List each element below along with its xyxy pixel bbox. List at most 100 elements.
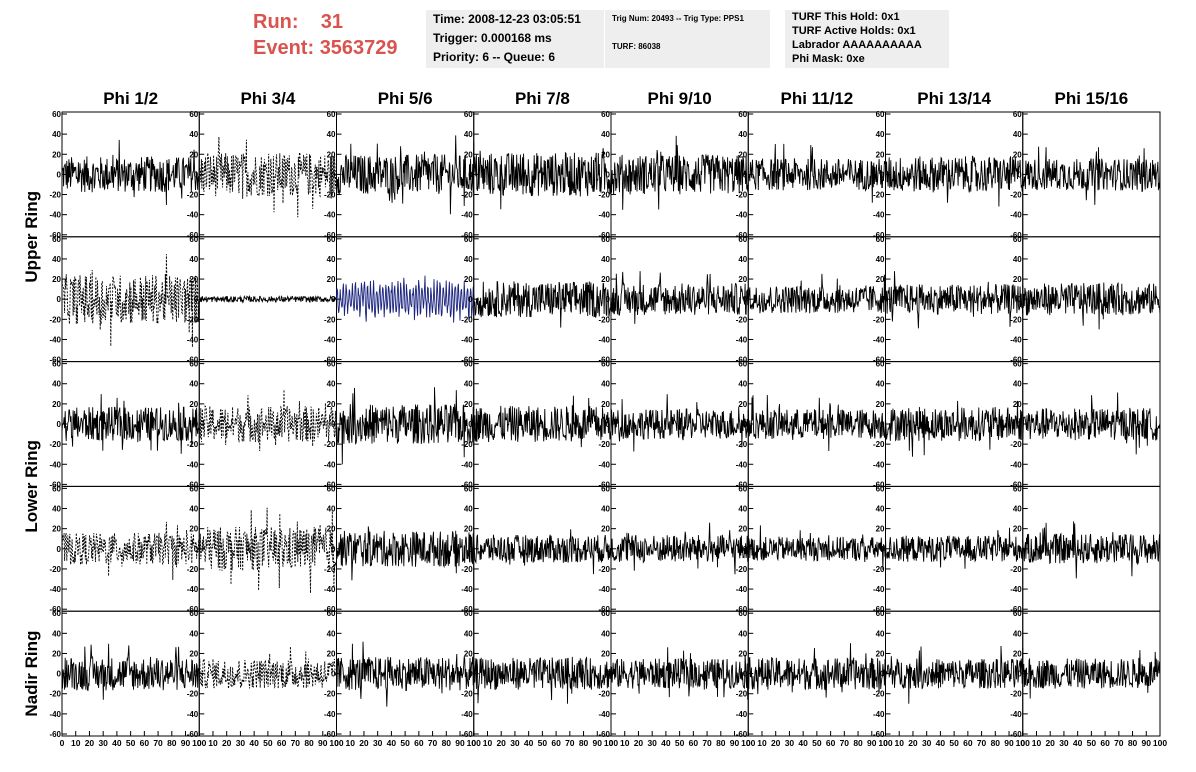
y-tick-label: -40 [187, 335, 199, 344]
x-tick-label: 10 [208, 738, 218, 748]
x-tick-label: 0 [883, 738, 888, 748]
y-tick-label: 0 [331, 420, 336, 429]
waveform-trace [1022, 281, 1161, 330]
y-tick-label: 60 [1013, 360, 1022, 369]
waveform-trace [885, 400, 1024, 457]
y-tick-label: 20 [1013, 649, 1022, 658]
y-tick-label: -20 [187, 315, 199, 324]
y-tick-label: -40 [598, 211, 610, 220]
y-tick-label: 0 [743, 545, 748, 554]
x-tick-label: 0 [609, 738, 614, 748]
waveform-trace [747, 643, 886, 698]
y-tick-label: 40 [738, 130, 747, 139]
y-tick-label: -20 [736, 315, 748, 324]
y-tick-label: 40 [601, 130, 610, 139]
y-tick-label: -20 [324, 315, 336, 324]
y-tick-label: 20 [738, 525, 747, 534]
y-tick-label: 0 [194, 420, 199, 429]
waveform-trace [610, 522, 749, 575]
y-tick-label: 20 [738, 275, 747, 284]
y-tick-label: 20 [738, 400, 747, 409]
y-tick-label: -60 [324, 231, 336, 240]
y-tick-label: 0 [743, 670, 748, 679]
y-tick-label: 60 [876, 609, 885, 618]
y-tick-label: -60 [461, 356, 473, 365]
y-tick-label: -20 [461, 690, 473, 699]
waveform-trace [473, 656, 612, 704]
y-tick-label: -40 [49, 585, 61, 594]
x-tick-label: 90 [455, 738, 465, 748]
y-tick-label: 40 [1013, 130, 1022, 139]
waveform-trace [1022, 392, 1161, 455]
y-tick-label: 40 [1013, 380, 1022, 389]
y-tick-label: -20 [736, 565, 748, 574]
x-tick-label: 20 [85, 738, 95, 748]
y-tick-label: -20 [1010, 690, 1022, 699]
y-tick-label: 0 [606, 295, 611, 304]
x-tick-label: 20 [359, 738, 369, 748]
x-tick-label: 50 [949, 738, 959, 748]
y-tick-label: 20 [601, 400, 610, 409]
waveform-trace [336, 275, 475, 323]
y-tick-label: 0 [880, 420, 885, 429]
x-tick-label: 10 [71, 738, 81, 748]
y-tick-label: -60 [187, 356, 199, 365]
y-tick-label: -60 [873, 356, 885, 365]
y-tick-label: 40 [601, 380, 610, 389]
waveform-trace [747, 273, 886, 314]
x-tick-label: 80 [991, 738, 1001, 748]
y-tick-label: 20 [1013, 525, 1022, 534]
waveform-trace [336, 387, 475, 465]
y-tick-label: 0 [194, 670, 199, 679]
x-tick-label: 70 [702, 738, 712, 748]
x-tick-label: 40 [524, 738, 534, 748]
y-tick-label: 40 [464, 255, 473, 264]
turf-count-text: TURF: 86038 [612, 42, 661, 51]
y-tick-label: -20 [187, 690, 199, 699]
y-tick-label: 60 [601, 484, 610, 493]
y-tick-label: 0 [880, 295, 885, 304]
x-tick-label: 100 [1153, 738, 1167, 748]
y-tick-label: 0 [57, 420, 62, 429]
x-tick-label: 0 [746, 738, 751, 748]
y-tick-label: 40 [464, 130, 473, 139]
y-tick-label: -60 [736, 730, 748, 739]
x-tick-label: 30 [510, 738, 520, 748]
waveform-trace [473, 148, 612, 210]
y-tick-label: 40 [464, 629, 473, 638]
waveform-trace [198, 294, 337, 304]
y-tick-label: -40 [736, 710, 748, 719]
y-tick-label: 40 [876, 380, 885, 389]
y-tick-label: -60 [49, 231, 61, 240]
waveform-trace [747, 525, 886, 570]
y-tick-label: -40 [1010, 211, 1022, 220]
y-tick-label: -20 [598, 315, 610, 324]
y-tick-label: -60 [873, 231, 885, 240]
y-tick-label: 40 [327, 505, 336, 514]
y-tick-label: -20 [461, 315, 473, 324]
x-tick-label: 50 [675, 738, 685, 748]
waveform-trace [198, 507, 337, 594]
y-tick-label: 0 [57, 545, 62, 554]
y-tick-label: 60 [876, 235, 885, 244]
y-tick-label: -40 [873, 710, 885, 719]
y-tick-label: 40 [876, 629, 885, 638]
y-tick-label: -40 [187, 460, 199, 469]
y-tick-label: 60 [738, 110, 747, 119]
y-tick-label: 60 [189, 609, 198, 618]
waveform-trace [610, 394, 749, 452]
y-tick-label: -40 [873, 460, 885, 469]
y-tick-label: 0 [194, 170, 199, 179]
y-tick-label: 0 [57, 670, 62, 679]
x-tick-label: 50 [263, 738, 273, 748]
y-tick-label: 0 [880, 670, 885, 679]
y-tick-label: -40 [598, 585, 610, 594]
y-tick-label: -60 [873, 480, 885, 489]
y-tick-label: -40 [736, 585, 748, 594]
y-tick-label: 20 [52, 525, 61, 534]
x-tick-label: 10 [483, 738, 493, 748]
y-tick-label: 20 [189, 525, 198, 534]
y-tick-label: 20 [876, 649, 885, 658]
y-tick-label: 0 [57, 295, 62, 304]
y-tick-label: 20 [327, 525, 336, 534]
